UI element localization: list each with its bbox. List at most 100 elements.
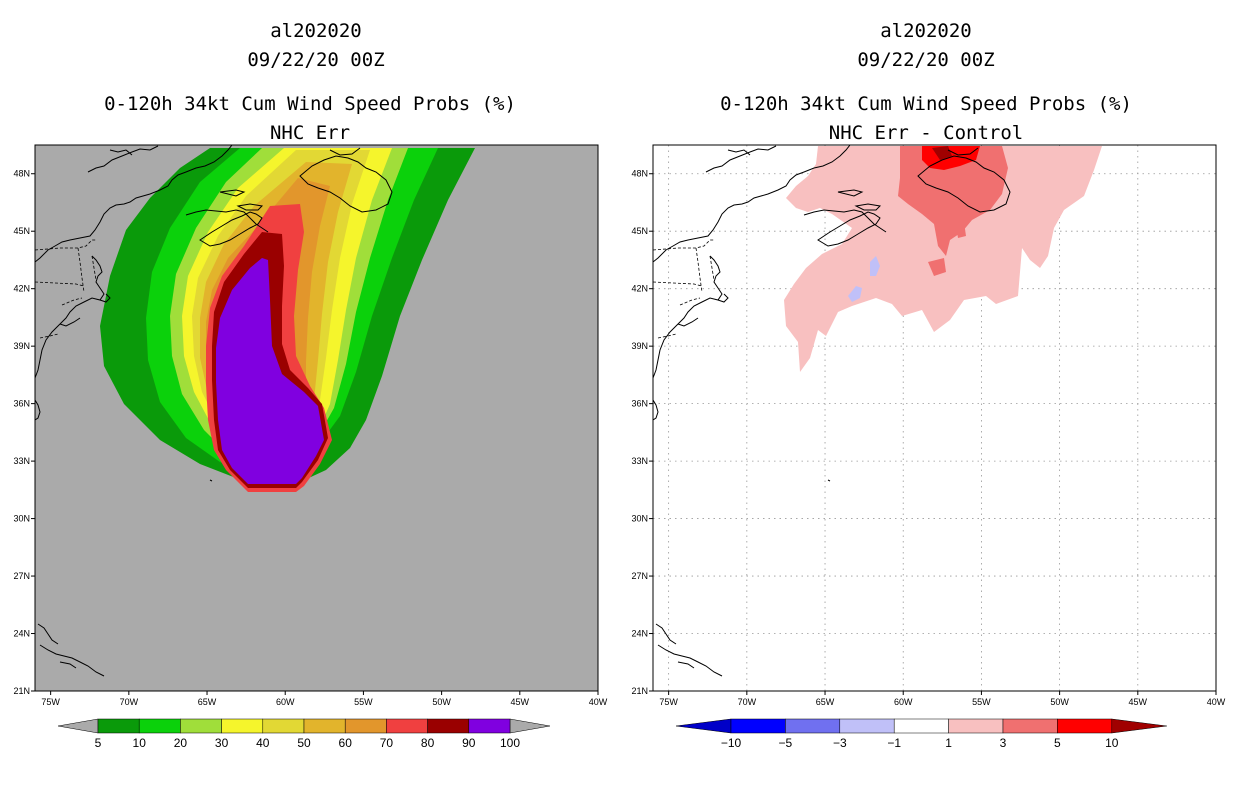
prob-100-region [216, 258, 324, 484]
right-title-line-4: NHC Err - Control [829, 122, 1023, 144]
left-colorbar-label-5: 50 [297, 736, 311, 750]
right-xtick-label-0: 75W [659, 697, 678, 707]
right-ytick-label-8: 45N [631, 226, 648, 236]
left-colorbar-swatch-1 [138, 718, 181, 734]
right-xtick-label-5: 50W [1050, 697, 1069, 707]
left-ytick-label-4: 33N [13, 456, 30, 466]
left-xtick-label-6: 45W [511, 697, 530, 707]
right-ytick-label-7: 42N [631, 284, 648, 294]
right-xtick-label-3: 60W [894, 697, 913, 707]
left-title-line-2: 09/22/20 00Z [247, 49, 384, 71]
diff-3-patch-b [956, 222, 966, 238]
left-xtick-label-1: 70W [120, 697, 139, 707]
left-colorbar-label-4: 40 [256, 736, 270, 750]
left-ytick-label-0: 21N [13, 686, 30, 696]
left-colorbar-label-8: 80 [421, 736, 435, 750]
left-ytick-label-5: 36N [13, 399, 30, 409]
left-colorbar-swatch-5 [303, 718, 346, 734]
left-colorbar-swatch-3 [221, 718, 264, 734]
left-colorbar-high-arrow [509, 718, 551, 734]
left-colorbar-swatch-7 [386, 718, 428, 734]
left-colorbar-swatch-2 [180, 718, 222, 734]
left-title-line-3: 0-120h 34kt Cum Wind Speed Probs (%) [104, 93, 516, 115]
left-colorbar-swatch-0 [97, 718, 140, 734]
right-title-line-2: 09/22/20 00Z [857, 49, 994, 71]
right-colorbar-label-4: 1 [945, 736, 952, 750]
right-colorbar-label-5: 3 [1000, 736, 1007, 750]
right-colorbar: −10 −5 −3 −1 1 3 5 10 [675, 718, 1167, 750]
left-colorbar-label-3: 30 [215, 736, 229, 750]
left-colorbar-label-2: 20 [174, 736, 188, 750]
left-colorbar-label-6: 60 [339, 736, 353, 750]
diff-3-patch [928, 258, 946, 276]
right-colorbar-swatch-4 [948, 718, 1004, 734]
right-map-frame [652, 144, 1217, 692]
right-x-axis: 75W 70W 65W 60W 55W 50W 45W 40W [659, 691, 1226, 707]
right-map: 75W 70W 65W 60W 55W 50W 45W 40W 21N 24N 27N 30N 33N… [631, 144, 1226, 707]
right-xtick-label-4: 55W [972, 697, 991, 707]
right-colorbar-label-7: 10 [1105, 736, 1119, 750]
left-ytick-label-2: 27N [13, 571, 30, 581]
left-ytick-label-1: 24N [13, 629, 30, 639]
left-ytick-label-9: 48N [13, 169, 30, 179]
left-ytick-label-6: 39N [13, 341, 30, 351]
right-colorbar-label-3: −1 [887, 736, 901, 750]
right-xtick-label-6: 45W [1129, 697, 1148, 707]
diff-3-region [898, 146, 1008, 256]
right-colorbar-swatch-0 [730, 718, 786, 734]
left-xtick-label-3: 60W [276, 697, 295, 707]
right-panel: al202020 09/22/20 00Z 0-120h 34kt Cum Wi… [631, 20, 1225, 750]
left-probability-field [35, 145, 475, 677]
left-xtick-label-4: 55W [354, 697, 373, 707]
right-xtick-label-1: 70W [738, 697, 757, 707]
right-colorbar-label-1: −5 [779, 736, 793, 750]
left-colorbar-swatch-4 [262, 718, 305, 734]
right-colorbar-high-arrow [1111, 718, 1167, 734]
left-colorbar-label-1: 10 [133, 736, 147, 750]
left-x-axis: 75W 70W 65W 60W 55W 50W 45W 40W [41, 691, 608, 707]
diff-10-region [932, 146, 952, 160]
right-ytick-label-9: 48N [631, 169, 648, 179]
diff-neg1-patch [848, 286, 862, 302]
right-xtick-label-2: 65W [816, 697, 835, 707]
left-map-frame [34, 144, 599, 692]
right-ytick-label-1: 24N [631, 629, 648, 639]
right-colorbar-low-arrow [675, 718, 732, 734]
right-ytick-label-0: 21N [631, 686, 648, 696]
left-panel: al202020 09/22/20 00Z 0-120h 34kt Cum Wi… [13, 20, 607, 750]
left-y-axis: 21N 24N 27N 30N 33N 36N 39N 42N 45N 48N [13, 169, 35, 696]
left-colorbar-low-arrow [57, 718, 99, 734]
right-colorbar-label-0: −10 [721, 736, 742, 750]
right-colorbar-swatch-5 [1002, 718, 1058, 734]
left-colorbar-swatch-8 [427, 718, 470, 734]
left-xtick-label-7: 40W [589, 697, 608, 707]
right-ytick-label-4: 33N [631, 456, 648, 466]
diff-neg1-region [870, 256, 880, 276]
left-title-line-4: NHC Err [270, 122, 350, 144]
left-title: al202020 09/22/20 00Z 0-120h 34kt Cum Wi… [104, 20, 516, 144]
left-colorbar-label-9: 90 [462, 736, 476, 750]
left-colorbar-swatch-6 [344, 718, 387, 734]
left-colorbar: 5 10 20 30 40 50 60 70 80 90 100 [57, 718, 551, 750]
right-colorbar-swatch-3 [893, 718, 949, 734]
left-xtick-label-2: 65W [198, 697, 217, 707]
right-y-axis: 21N 24N 27N 30N 33N 36N 39N 42N 45N 48N [631, 169, 653, 696]
right-title-line-1: al202020 [880, 20, 972, 42]
right-ytick-label-3: 30N [631, 514, 648, 524]
left-xtick-label-0: 75W [41, 697, 60, 707]
right-title-line-3: 0-120h 34kt Cum Wind Speed Probs (%) [720, 93, 1132, 115]
right-colorbar-swatch-1 [785, 718, 841, 734]
right-xtick-label-7: 40W [1207, 697, 1226, 707]
right-colorbar-swatch-2 [839, 718, 895, 734]
right-ytick-label-2: 27N [631, 571, 648, 581]
right-title: al202020 09/22/20 00Z 0-120h 34kt Cum Wi… [720, 20, 1132, 144]
left-title-line-1: al202020 [270, 20, 362, 42]
left-colorbar-label-10: 100 [500, 736, 520, 750]
left-ytick-label-3: 30N [13, 514, 30, 524]
left-ytick-label-8: 45N [13, 226, 30, 236]
right-colorbar-label-2: −3 [833, 736, 847, 750]
left-xtick-label-5: 50W [432, 697, 451, 707]
left-colorbar-label-7: 70 [380, 736, 394, 750]
right-ytick-label-6: 39N [631, 341, 648, 351]
